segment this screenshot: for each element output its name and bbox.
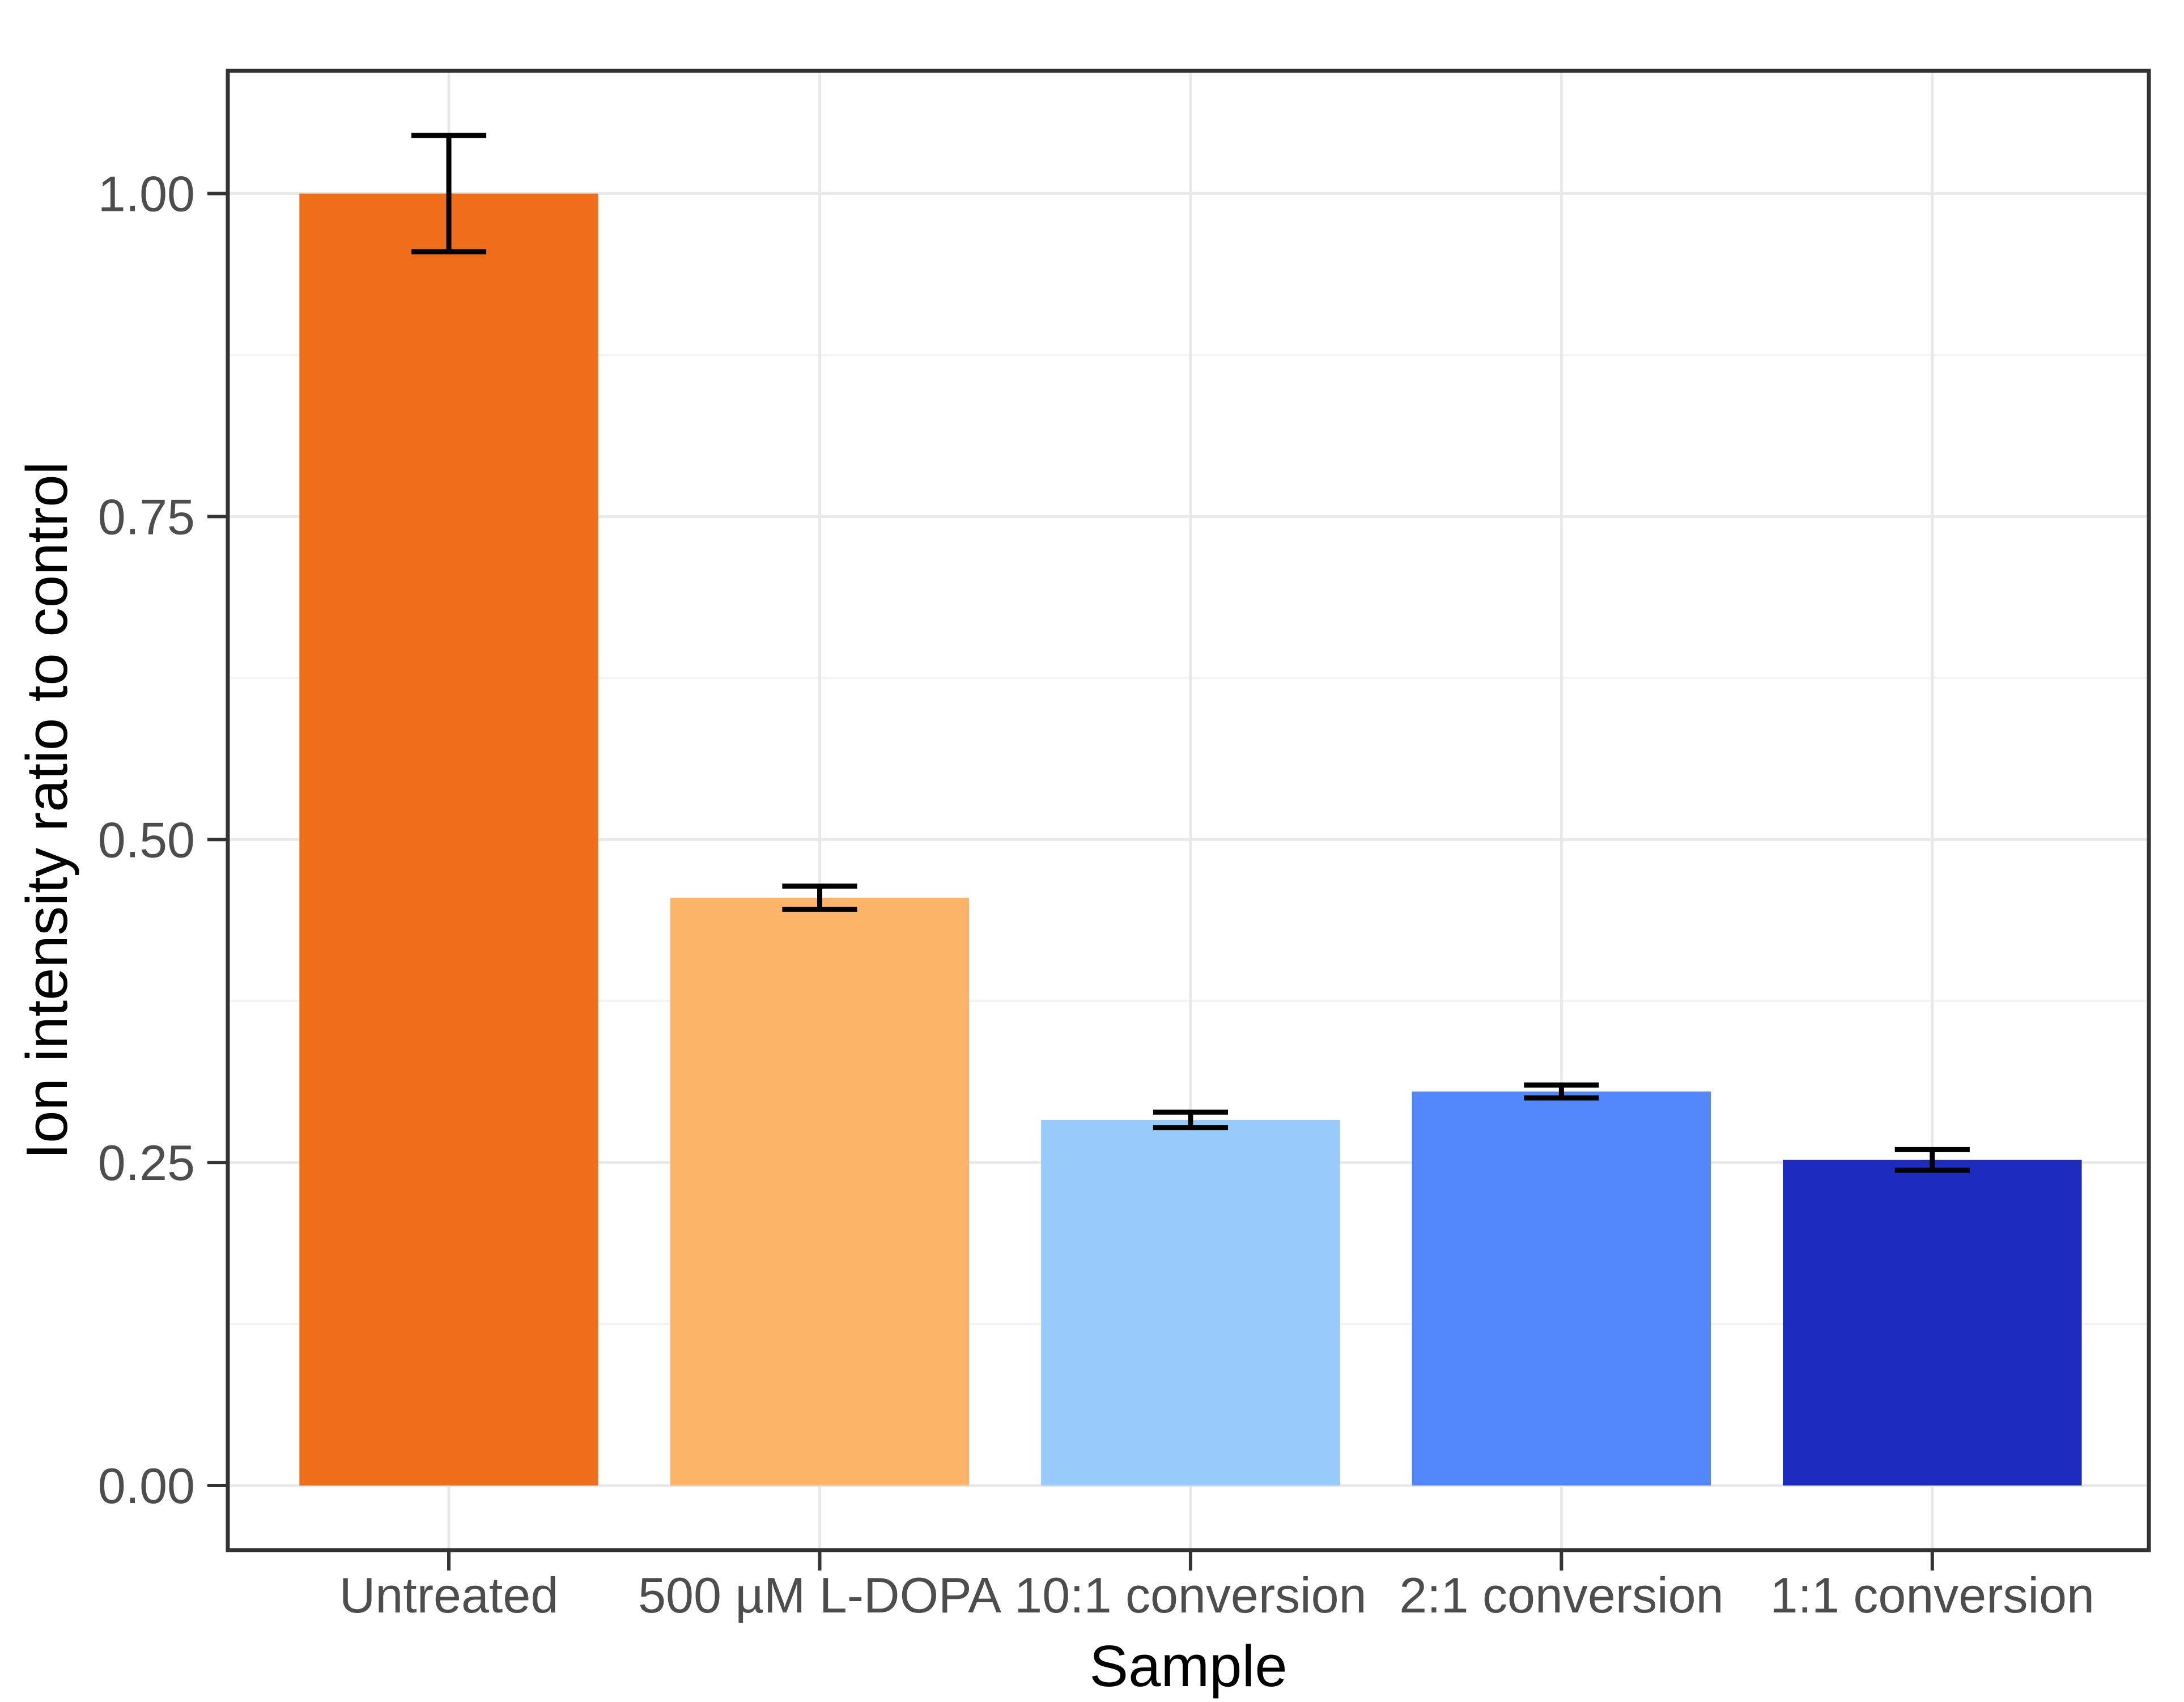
x-tick-label: 10:1 conversion bbox=[1014, 1567, 1366, 1623]
y-tick-label: 0.25 bbox=[98, 1135, 195, 1191]
axis-tick-labels: 0.00 0.25 0.50 0.75 1.00 Untreated 500 µM L-DO… bbox=[98, 166, 2094, 1623]
axis-ticks bbox=[207, 192, 1934, 1571]
panel-border-rect bbox=[226, 69, 2151, 1552]
bar bbox=[670, 897, 970, 1486]
panel-border bbox=[226, 69, 2151, 1552]
error-bars bbox=[411, 133, 1970, 1173]
bar bbox=[1783, 1160, 2082, 1486]
bar bbox=[1412, 1091, 1711, 1486]
x-tick-label: Untreated bbox=[339, 1567, 558, 1623]
bar bbox=[299, 193, 598, 1486]
y-tick-label: 0.50 bbox=[98, 812, 195, 868]
y-axis-title: Ion intensity ratio to control bbox=[14, 462, 79, 1160]
y-tick-label: 0.75 bbox=[98, 489, 195, 545]
bar bbox=[1041, 1119, 1340, 1486]
x-tick-label: 2:1 conversion bbox=[1399, 1567, 1723, 1623]
y-tick-label: 1.00 bbox=[98, 166, 195, 222]
bar-series bbox=[299, 193, 2082, 1486]
x-tick-label: 500 µM L-DOPA bbox=[638, 1567, 1001, 1623]
x-axis-title: Sample bbox=[1089, 1633, 1287, 1699]
y-tick-label: 0.00 bbox=[98, 1458, 195, 1514]
x-tick-label: 1:1 conversion bbox=[1770, 1567, 2094, 1623]
